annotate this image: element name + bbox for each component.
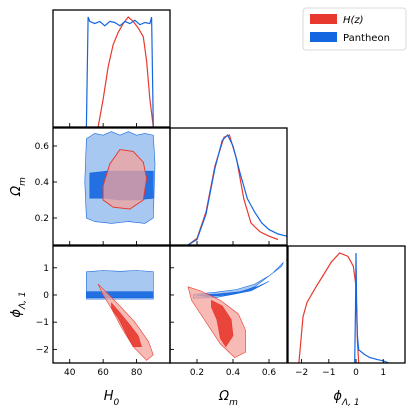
- panel-frame: [52, 9, 171, 128]
- x-axis-label-phi: ϕΛ, 1: [333, 389, 359, 408]
- marginal-panel-h0: [52, 9, 171, 128]
- panel-phi-vs-om: 0.2 0.4 0.6: [169, 245, 288, 378]
- y-tick-label: 0.6: [35, 142, 50, 152]
- y-tick-label: 1: [43, 264, 49, 274]
- legend-label-pantheon: Pantheon: [343, 33, 390, 44]
- y-tick-label: 0.4: [35, 178, 50, 188]
- legend-swatch-pantheon: [310, 32, 337, 42]
- panel-frame: [287, 245, 406, 364]
- x-tick-label: 0: [353, 368, 359, 378]
- y-tick-label: 0: [43, 291, 49, 301]
- x-tick-label: 60: [97, 368, 109, 378]
- x-tick-label: −2: [295, 368, 308, 378]
- legend-label-hz: H(z): [343, 15, 364, 26]
- x-tick-label: 1: [380, 368, 386, 378]
- x-axis-label-om-base: Ω: [218, 389, 229, 404]
- x-axis-label-h0-base: H: [104, 389, 114, 404]
- y-axis-label-phi: ϕΛ, 1: [9, 291, 28, 317]
- panel-content: [85, 16, 154, 127]
- marginal-line-pantheon: [85, 16, 154, 127]
- x-tick-label: 0.2: [190, 368, 204, 378]
- panel-content: [86, 270, 154, 361]
- x-tick-label: 40: [64, 368, 76, 378]
- contour-outline-hz: [102, 149, 148, 210]
- y-axis-label-phi-base: ϕ: [9, 309, 24, 318]
- x-axis-label-h0-sub: 0: [114, 398, 120, 408]
- panel-frame: [169, 127, 288, 246]
- y-tick-label: −2: [36, 345, 49, 355]
- contour-inner-hz: [111, 302, 143, 347]
- marginal-line-hz: [97, 16, 154, 127]
- y-axis-label-phi-sub: Λ, 1: [18, 291, 28, 310]
- contour-outer-hz: [187, 286, 246, 358]
- marginal-line-pantheon: [187, 133, 287, 245]
- panel-phi-vs-h0: 40 60 80 −2 −1 0 1: [36, 245, 171, 378]
- contour-inner-pantheon: [86, 291, 154, 298]
- panel-content: [84, 131, 156, 224]
- x-tick-label: 80: [131, 368, 143, 378]
- panel-content: [298, 252, 389, 363]
- panel-om-vs-h0: 0.2 0.4 0.6: [35, 127, 171, 246]
- x-axis-label-om-sub: m: [229, 398, 238, 408]
- legend: H(z) Pantheon: [302, 7, 407, 51]
- y-axis-label-om-base: Ω: [9, 186, 24, 197]
- marginal-line-pantheon: [354, 252, 389, 363]
- x-axis-label-phi-sub: Λ, 1: [341, 398, 360, 408]
- marginal-panel-phi: −2 −1 0 1: [287, 245, 406, 378]
- y-axis-label-om-sub: m: [18, 177, 28, 186]
- panel-content: [187, 133, 287, 245]
- x-axis-label-phi-base: ϕ: [333, 389, 342, 404]
- panel-frame: [169, 245, 288, 364]
- x-axis-label-h0: H0: [104, 389, 120, 408]
- y-tick-label: −1: [36, 318, 49, 328]
- x-tick-label: 0.4: [226, 368, 241, 378]
- x-tick-label: 0.6: [262, 368, 277, 378]
- x-axis-label-om: Ωm: [218, 389, 238, 408]
- marginal-line-hz: [298, 252, 360, 363]
- legend-swatch-hz: [310, 14, 337, 24]
- contour-inner-hz: [211, 299, 234, 348]
- y-tick-label: 0.2: [35, 214, 49, 224]
- marginal-panel-om: [169, 127, 288, 246]
- panel-content: [187, 262, 284, 358]
- x-tick-label: −1: [322, 368, 335, 378]
- panels-layer: 0.2 0.4 0.6 40 60 80 −2 −1 0 1 0.2 0.4 0.6 −2 −1 0 1: [35, 9, 406, 378]
- y-axis-label-om: Ωm: [9, 177, 28, 197]
